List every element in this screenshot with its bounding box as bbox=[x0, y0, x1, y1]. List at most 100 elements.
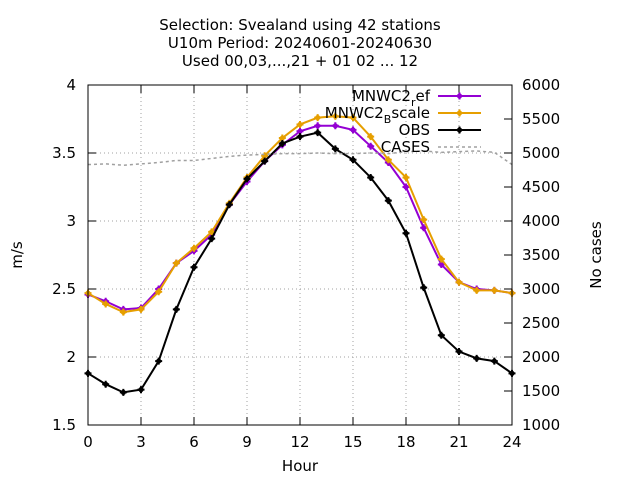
data-point-dot-mnwc2-bscale bbox=[385, 157, 391, 163]
data-point-dot-mnwc2-bscale bbox=[138, 306, 144, 312]
x-tick-label: 0 bbox=[83, 433, 93, 451]
data-point-dot-mnwc2-bscale bbox=[474, 287, 480, 293]
y2-tick-label: 5500 bbox=[522, 110, 560, 128]
data-point-dot-mnwc2-ref bbox=[350, 127, 356, 133]
legend-marker-dot-mnwc2-bscale bbox=[456, 110, 463, 116]
y-tick-label: 4 bbox=[66, 76, 76, 94]
data-point-dot-mnwc2-bscale bbox=[156, 289, 162, 295]
legend-label-mnwc2-ref: MNWC2ref bbox=[352, 87, 431, 109]
data-point-dot-obs bbox=[474, 355, 480, 361]
data-point-dot-obs bbox=[279, 140, 285, 147]
data-point-dot-obs bbox=[244, 176, 250, 182]
series-mnwc2-bscale bbox=[84, 112, 516, 316]
data-point-dot-obs bbox=[368, 174, 374, 181]
y2-tick-label: 1000 bbox=[522, 416, 560, 434]
data-point-dot-mnwc2-bscale bbox=[173, 260, 179, 266]
y2-tick-label: 2000 bbox=[522, 348, 560, 366]
series-cases bbox=[87, 150, 513, 166]
data-point-dot-obs bbox=[173, 306, 179, 312]
data-point-dot-obs bbox=[120, 389, 126, 395]
data-point-dot-mnwc2-bscale bbox=[191, 245, 197, 251]
x-tick-label: 15 bbox=[343, 433, 362, 451]
data-point-dot-obs bbox=[297, 134, 303, 140]
data-point-dot-mnwc2-ref bbox=[438, 261, 444, 268]
data-point-dot-mnwc2-bscale bbox=[456, 279, 462, 285]
data-point-dot-mnwc2-bscale bbox=[103, 301, 109, 307]
data-point-dot-mnwc2-bscale bbox=[279, 135, 285, 141]
data-point-dot-obs bbox=[438, 332, 444, 338]
x-tick-label: 3 bbox=[136, 433, 146, 451]
series-line-cases bbox=[87, 150, 513, 166]
series-obs bbox=[84, 129, 516, 396]
data-point-dot-mnwc2-bscale bbox=[368, 134, 374, 140]
legend-item-cases: CASES bbox=[381, 138, 481, 156]
y-tick-label: 1.5 bbox=[52, 416, 76, 434]
chart-title: Selection: Svealand using 42 stations U1… bbox=[159, 16, 441, 70]
data-point-dot-mnwc2-ref bbox=[332, 123, 338, 129]
legend-label-obs: OBS bbox=[399, 121, 430, 139]
data-point-dot-obs bbox=[350, 157, 356, 163]
tick-labels: 0 3 6 9 12 15 18 21 24 1.5 2 2.5 3 3.5 4 1000 1500 2000 25… bbox=[52, 76, 560, 451]
data-point-dot-obs bbox=[385, 198, 391, 204]
data-point-dot-mnwc2-ref bbox=[297, 128, 303, 134]
y-tick-label: 2 bbox=[66, 348, 76, 366]
x-tick-label: 24 bbox=[502, 433, 521, 451]
data-point-dot-mnwc2-bscale bbox=[491, 287, 497, 293]
data-point-dot-obs bbox=[156, 358, 162, 364]
title-line-2: U10m Period: 20240601-20240630 bbox=[168, 34, 432, 52]
title-line-1: Selection: Svealand using 42 stations bbox=[159, 16, 441, 34]
x-tick-label: 12 bbox=[290, 433, 309, 451]
y-axis-label: m/s bbox=[8, 241, 26, 269]
data-point-dot-obs bbox=[191, 264, 197, 270]
y-tick-label: 3 bbox=[66, 212, 76, 230]
data-point-dot-mnwc2-bscale bbox=[421, 217, 427, 223]
y2-tick-label: 3000 bbox=[522, 280, 560, 298]
y2-tick-label: 6000 bbox=[522, 76, 560, 94]
x-tick-label: 9 bbox=[242, 433, 252, 451]
legend-label-cases: CASES bbox=[381, 138, 430, 156]
y2-tick-label: 2500 bbox=[522, 314, 560, 332]
data-point-dot-mnwc2-ref bbox=[315, 123, 321, 129]
data-point-dot-obs bbox=[138, 387, 144, 393]
data-point-dot-obs bbox=[315, 130, 321, 136]
y2-tick-label: 5000 bbox=[522, 144, 560, 162]
legend-item-obs: OBS bbox=[399, 121, 481, 139]
data-point-dot-obs bbox=[332, 146, 338, 152]
data-point-dot-mnwc2-bscale bbox=[297, 121, 303, 128]
data-point-dot-mnwc2-bscale bbox=[209, 229, 215, 235]
data-point-dot-mnwc2-bscale bbox=[403, 174, 409, 181]
legend-marker-dot-mnwc2-ref bbox=[456, 93, 463, 99]
data-point-dot-mnwc2-bscale bbox=[350, 115, 356, 121]
data-point-dot-obs bbox=[262, 158, 268, 164]
y2-tick-label: 4500 bbox=[522, 178, 560, 196]
y2-tick-label: 4000 bbox=[522, 212, 560, 230]
x-tick-label: 21 bbox=[449, 433, 468, 451]
data-point-dot-mnwc2-ref bbox=[368, 143, 374, 149]
data-point-dot-obs bbox=[491, 358, 497, 364]
plot-frame bbox=[87, 84, 513, 426]
data-point-dot-obs bbox=[103, 381, 109, 387]
x-tick-label: 6 bbox=[189, 433, 199, 451]
title-line-3: Used 00,03,...,21 + 01 02 ... 12 bbox=[182, 52, 418, 70]
data-point-dot-mnwc2-bscale bbox=[438, 256, 444, 262]
y2-tick-label: 1500 bbox=[522, 382, 560, 400]
data-point-dot-obs bbox=[226, 202, 232, 208]
data-point-dot-mnwc2-bscale bbox=[120, 309, 126, 315]
data-point-dot-obs bbox=[209, 236, 215, 242]
data-point-dot-mnwc2-bscale bbox=[332, 113, 338, 119]
data-point-dot-obs bbox=[421, 285, 427, 291]
y-tick-label: 2.5 bbox=[52, 280, 76, 298]
data-point-dot-obs bbox=[403, 230, 409, 236]
data-point-dot-obs bbox=[456, 348, 462, 355]
data-point-dot-mnwc2-bscale bbox=[315, 115, 321, 121]
legend-marker-dot-obs bbox=[456, 127, 463, 133]
x-axis-label: Hour bbox=[282, 457, 319, 475]
legend-item-mnwc2-ref: MNWC2ref bbox=[352, 87, 481, 109]
legend-item-mnwc2-bscale: MNWC2Bscale bbox=[325, 104, 481, 126]
y2-axis-label: No cases bbox=[587, 221, 605, 289]
data-point-dot-mnwc2-ref bbox=[421, 225, 427, 231]
x-tick-label: 18 bbox=[396, 433, 415, 451]
data-point-dot-mnwc2-ref bbox=[403, 184, 409, 190]
